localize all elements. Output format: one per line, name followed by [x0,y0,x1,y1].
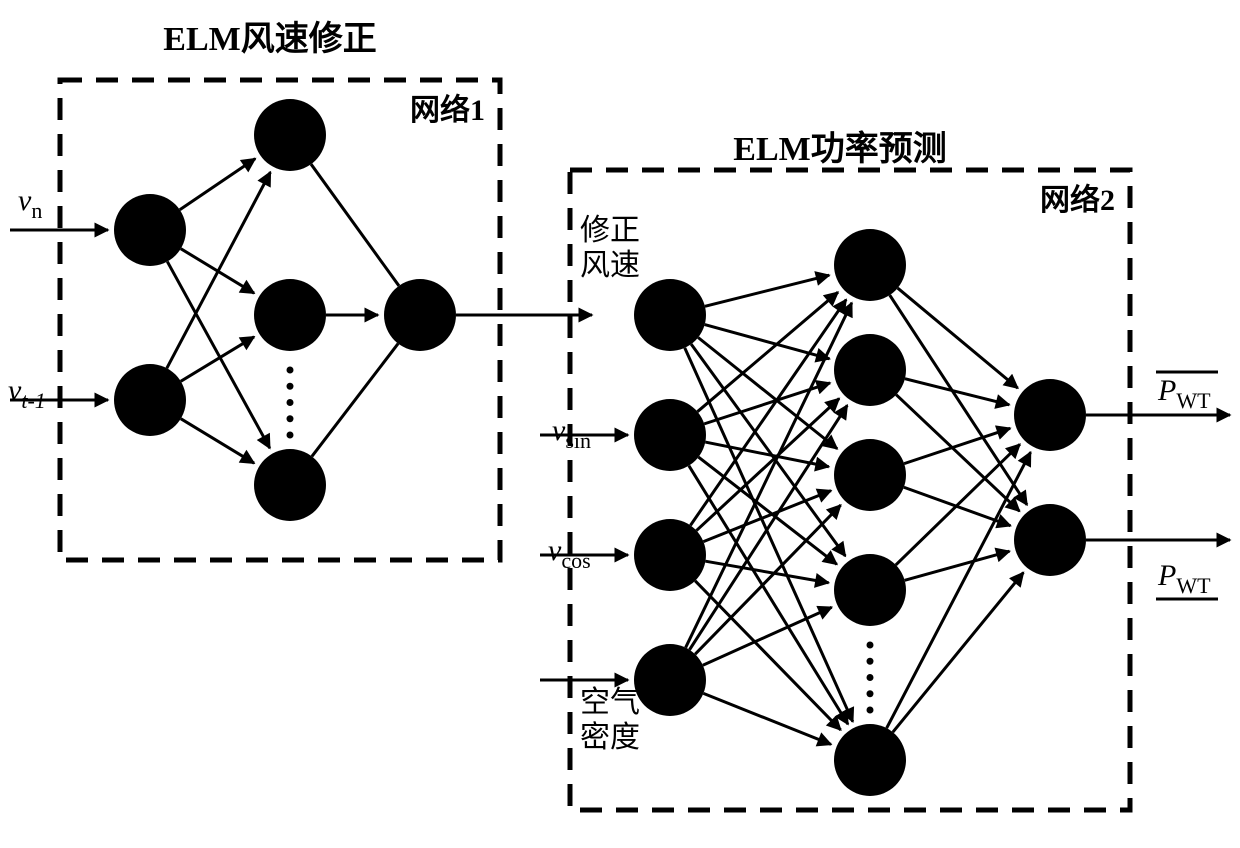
svg-text:密度: 密度 [580,721,640,754]
svg-text:ELM风速修正: ELM风速修正 [163,20,376,58]
elm-diagram: ELM风速修正ELM功率预测网络1网络2vnvt-1修正风速vsinvcos空气… [0,0,1240,848]
svg-text:ELM功率预测: ELM功率预测 [733,130,946,168]
svg-text:网络1: 网络1 [410,93,485,127]
svg-text:网络2: 网络2 [1040,183,1115,217]
svg-text:风速: 风速 [580,249,640,282]
svg-text:修正: 修正 [580,214,640,247]
svg-text:空气: 空气 [580,686,640,719]
